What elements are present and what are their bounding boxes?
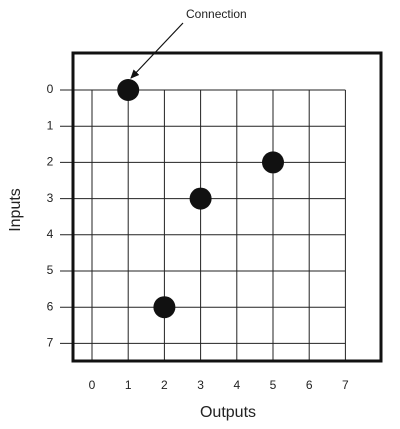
connection-dot — [189, 187, 212, 210]
column-label: 2 — [161, 378, 168, 392]
row-label: 4 — [47, 227, 54, 241]
column-label: 4 — [233, 378, 240, 392]
column-label: 5 — [270, 378, 277, 392]
column-label: 7 — [342, 378, 349, 392]
column-label: 3 — [197, 378, 204, 392]
row-label: 1 — [47, 118, 54, 132]
x-axis-label: Outputs — [200, 404, 256, 421]
connection-dot — [153, 296, 176, 319]
column-label: 0 — [89, 378, 96, 392]
row-label: 7 — [47, 336, 54, 350]
column-label: 6 — [306, 378, 313, 392]
annotation-arrow — [130, 22, 184, 79]
grid — [60, 89, 346, 361]
row-label: 5 — [47, 263, 54, 277]
row-label: 2 — [47, 155, 54, 169]
row-label: 6 — [47, 299, 54, 313]
column-label: 1 — [125, 378, 132, 392]
row-label: 3 — [47, 191, 54, 205]
annotation: Connection — [186, 7, 247, 21]
connection-dot — [117, 79, 140, 101]
y-axis-label: Inputs — [7, 188, 24, 232]
switch-frame — [71, 51, 383, 363]
row-label: 0 — [47, 82, 54, 96]
connection-dot — [262, 151, 284, 174]
